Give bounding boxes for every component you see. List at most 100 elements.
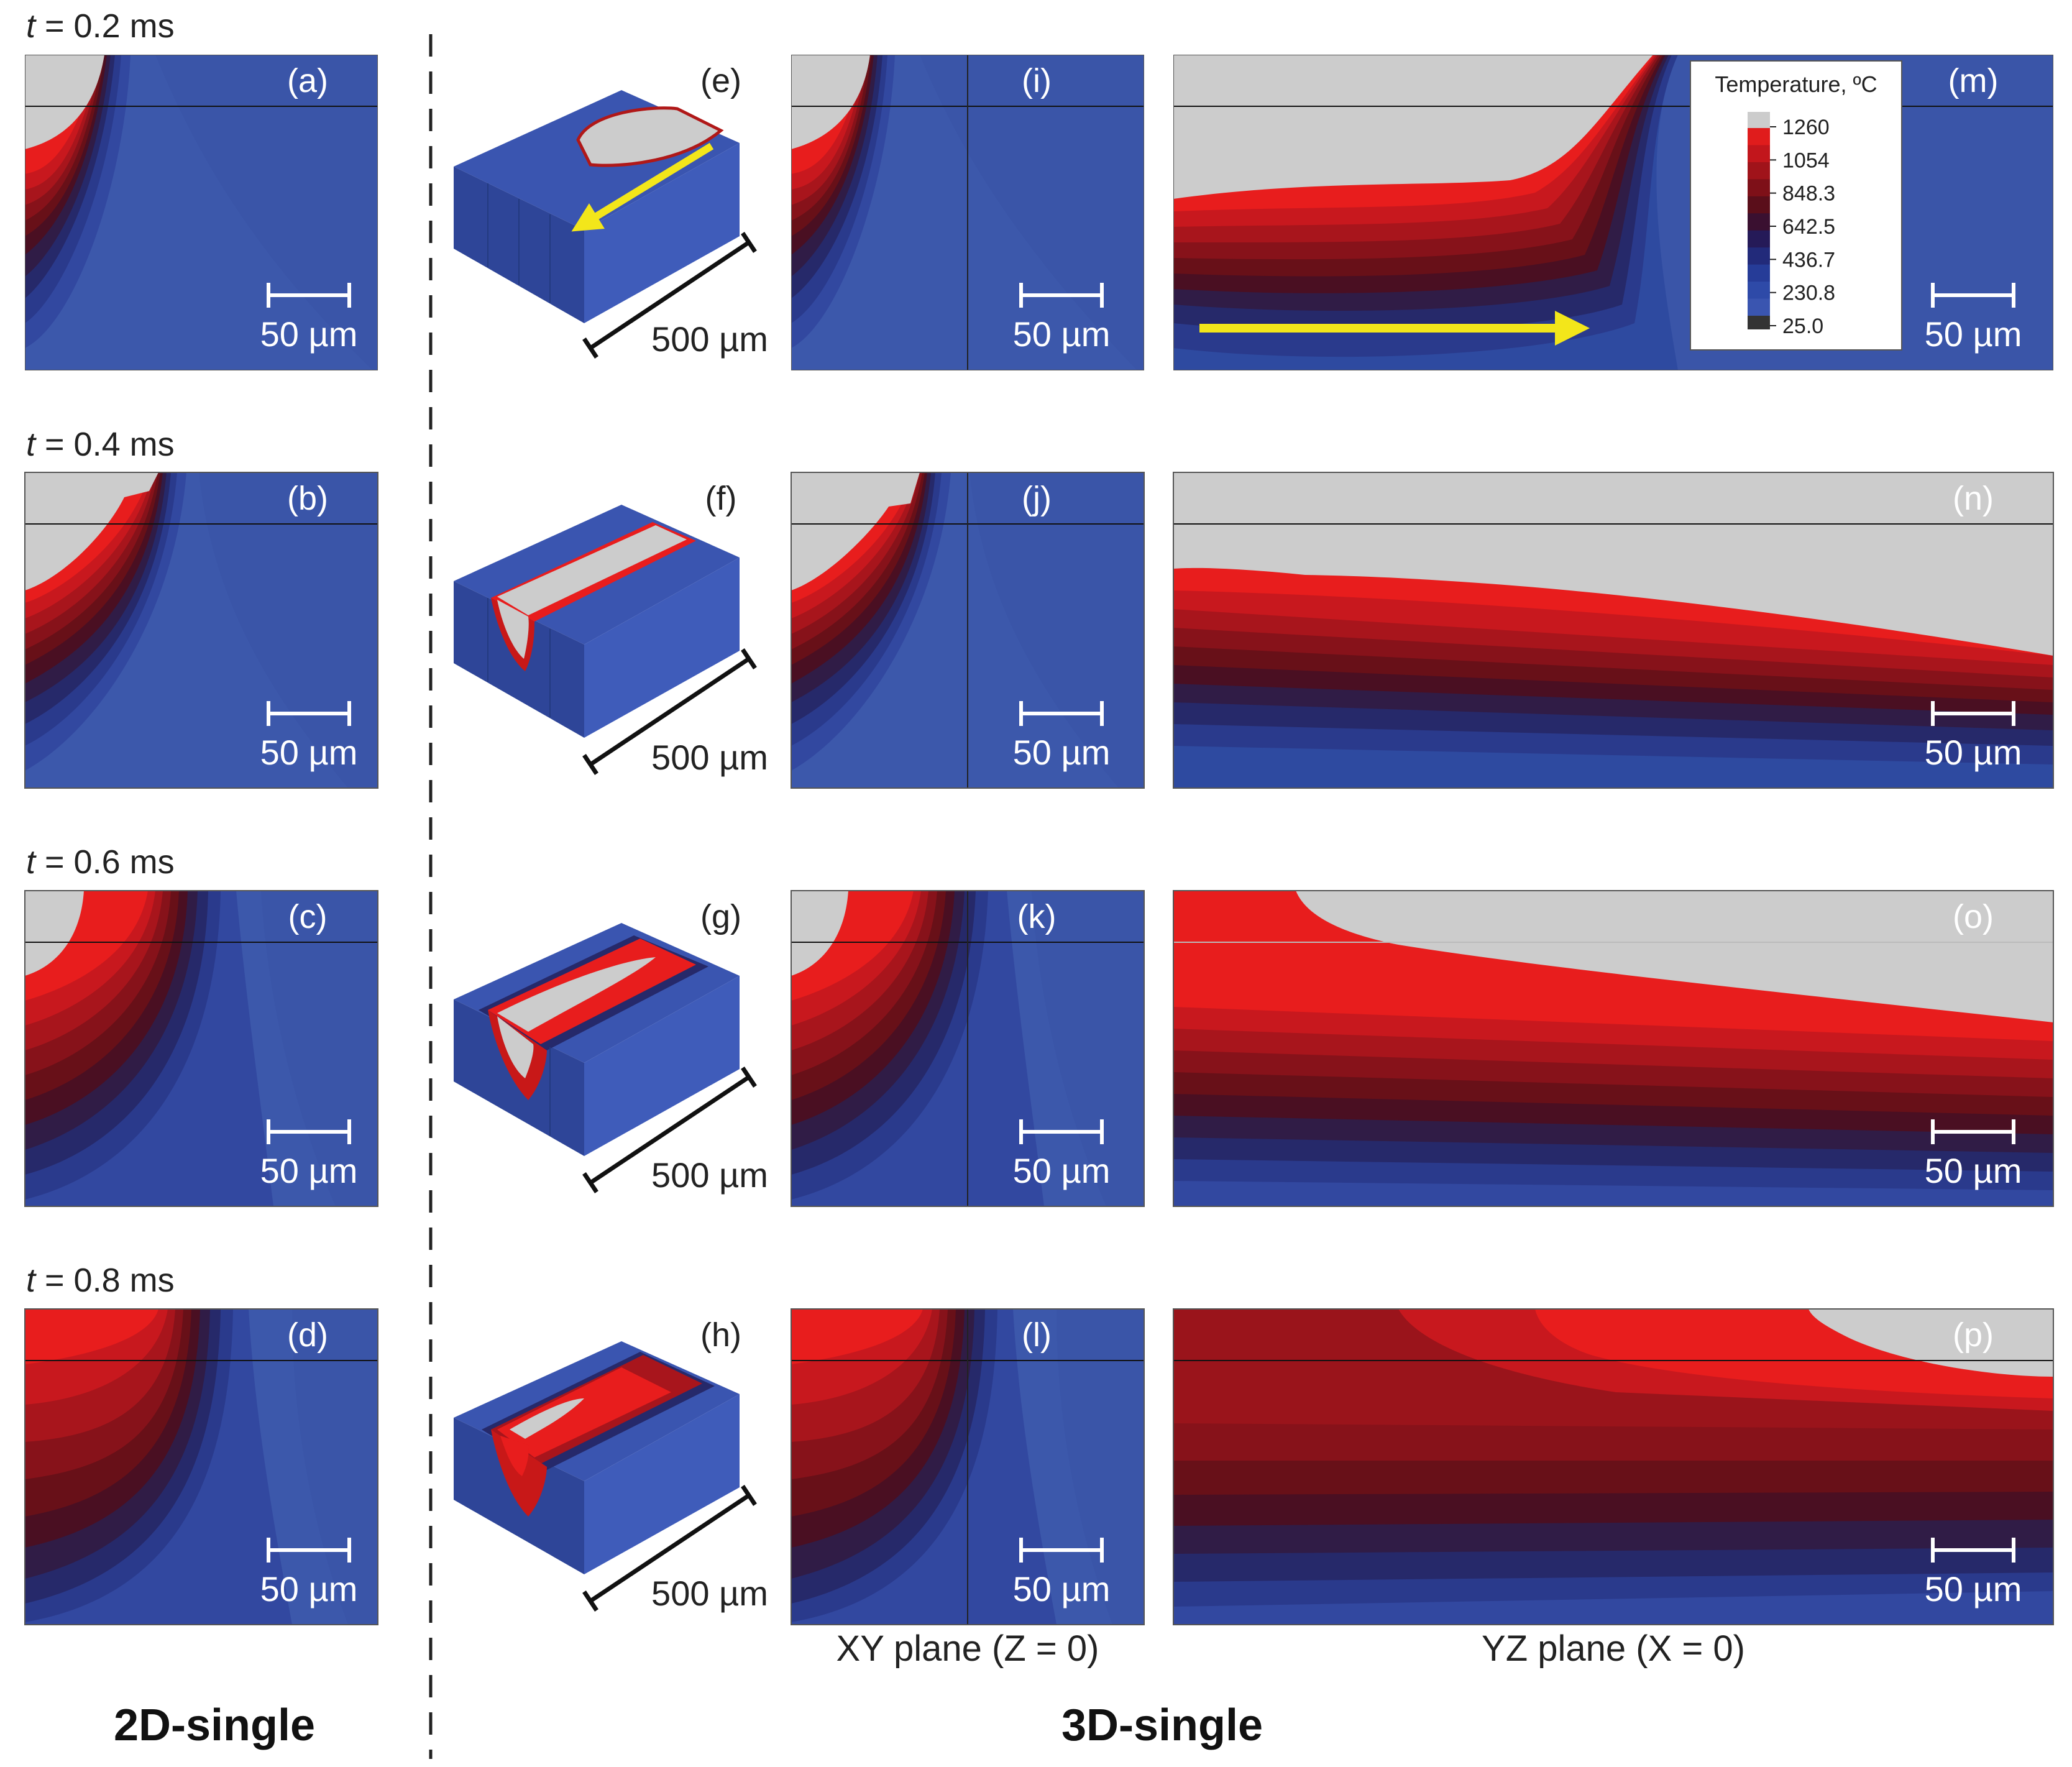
panel-label: (p) <box>1953 1316 1994 1354</box>
iso-scale-bar-label: 500 µm <box>651 319 768 359</box>
iso-scale-bar <box>582 1067 757 1193</box>
legend-tick-label: 436.7 <box>1782 248 1835 272</box>
legend-tick-label: 848.3 <box>1782 182 1835 206</box>
scale-bar <box>1019 283 1104 308</box>
row-2: t = 0.4 ms (b) 50 µm <box>24 426 2054 789</box>
panel-label: (e) <box>700 62 741 99</box>
panel-2d <box>24 1308 378 1625</box>
scale-bar-label: 50 µm <box>260 1151 358 1190</box>
yz-plane-label: YZ plane (X = 0) <box>1482 1628 1745 1669</box>
iso-scale-bar-label: 500 µm <box>651 1574 768 1613</box>
legend-tick-label: 642.5 <box>1782 215 1835 239</box>
scale-bar-label: 50 µm <box>1925 314 2022 354</box>
panel-2d <box>24 890 378 1207</box>
panel-label: (a) <box>287 62 328 99</box>
panel-xy <box>791 890 1145 1207</box>
scale-bar <box>1931 1119 2015 1144</box>
panel-yz <box>1173 55 2053 370</box>
section-label-2d: 2D-single <box>114 1700 315 1750</box>
panel-label: (c) <box>288 898 328 935</box>
iso-block <box>454 505 740 738</box>
panel-yz <box>1173 1308 2054 1625</box>
panel-label: (f) <box>705 480 737 517</box>
iso-scale-bar-label: 500 µm <box>651 1155 768 1195</box>
legend-band <box>1748 213 1770 231</box>
scale-bar <box>267 1538 351 1563</box>
legend-band <box>1748 179 1770 197</box>
iso-scale-bar <box>582 1485 757 1612</box>
time-label: t = 0.4 ms <box>26 426 175 463</box>
iso-scale-bar <box>582 232 757 359</box>
scale-bar-label: 50 µm <box>1013 1569 1111 1609</box>
legend-band <box>1748 112 1770 128</box>
section-label-3d: 3D-single <box>1061 1700 1263 1750</box>
iso-block <box>454 90 740 323</box>
panel-xy <box>791 1308 1145 1625</box>
scale-bar <box>267 1119 351 1144</box>
scale-bar-label: 50 µm <box>1013 1151 1111 1190</box>
scale-bar <box>1931 283 2015 308</box>
panel-yz <box>1173 890 2054 1207</box>
legend-band <box>1748 247 1770 265</box>
legend-band <box>1748 196 1770 214</box>
panel-xy <box>791 55 1144 370</box>
temperature-legend: Temperature, ºC 1260 1054 848.3 642.5 436.7 2… <box>1690 60 1902 351</box>
scale-bar-label: 50 µm <box>260 733 358 772</box>
row-4: t = 0.8 ms (d) 50 µm <box>24 1262 2054 1625</box>
scale-bar-label: 50 µm <box>1925 1151 2022 1190</box>
legend-tick-label: 230.8 <box>1782 282 1835 305</box>
scale-bar-label: 50 µm <box>260 314 358 354</box>
scale-bar <box>1019 701 1104 726</box>
panel-label: (o) <box>1953 898 1994 935</box>
legend-band <box>1748 316 1770 329</box>
iso-scale-bar-label: 500 µm <box>651 738 768 777</box>
row-3: t = 0.6 ms (c) 50 µm <box>24 843 2054 1207</box>
panel-label: (g) <box>700 898 741 935</box>
legend-band <box>1748 145 1770 163</box>
iso-block <box>454 1341 740 1574</box>
legend-band <box>1748 264 1770 282</box>
scale-bar <box>267 701 351 726</box>
legend-tick-label: 25.0 <box>1782 314 1823 338</box>
iso-scale-bar <box>582 648 757 775</box>
iso-block <box>454 923 740 1156</box>
scale-bar-label: 50 µm <box>1013 314 1111 354</box>
legend-title: Temperature, ºC <box>1715 71 1877 97</box>
panel-label: (n) <box>1953 480 1994 517</box>
scale-bar <box>1931 701 2015 726</box>
scale-bar <box>1019 1119 1104 1144</box>
legend-band <box>1748 162 1770 180</box>
legend-band <box>1748 230 1770 248</box>
panel-label: (b) <box>287 480 328 517</box>
scale-bar-label: 50 µm <box>260 1569 358 1609</box>
legend-band <box>1748 128 1770 145</box>
panel-label: (k) <box>1017 898 1057 935</box>
panel-xy <box>791 472 1145 789</box>
legend-band <box>1748 298 1770 316</box>
scale-bar-label: 50 µm <box>1925 733 2022 772</box>
scale-bar <box>1019 1538 1104 1563</box>
direction-arrow <box>571 142 714 232</box>
scale-bar <box>267 283 351 308</box>
panel-yz <box>1173 472 2054 789</box>
panel-label: (h) <box>700 1316 741 1354</box>
xy-plane-label: XY plane (Z = 0) <box>837 1628 1099 1669</box>
legend-tick-label: 1054 <box>1782 149 1830 172</box>
legend-band <box>1748 282 1770 300</box>
time-label: t = 0.2 ms <box>26 7 175 45</box>
panel-2d <box>25 55 378 370</box>
panel-label: (j) <box>1022 480 1052 517</box>
scale-bar <box>1931 1538 2015 1563</box>
legend-tick-label: 1260 <box>1782 116 1830 139</box>
time-label: t = 0.8 ms <box>26 1262 175 1299</box>
legend-colorbar <box>1748 112 1770 329</box>
scale-bar-label: 50 µm <box>1925 1569 2022 1609</box>
panel-label: (m) <box>1948 62 1999 99</box>
scale-bar-label: 50 µm <box>1013 733 1111 772</box>
panel-label: (d) <box>287 1316 328 1354</box>
legend-ticks: 1260 1054 848.3 642.5 436.7 230.8 25.0 <box>1770 116 1835 338</box>
row-1: t = 0.2 ms (a) 50 µm <box>25 7 2053 370</box>
panel-label: (l) <box>1022 1316 1052 1354</box>
time-label: t = 0.6 ms <box>26 843 175 881</box>
